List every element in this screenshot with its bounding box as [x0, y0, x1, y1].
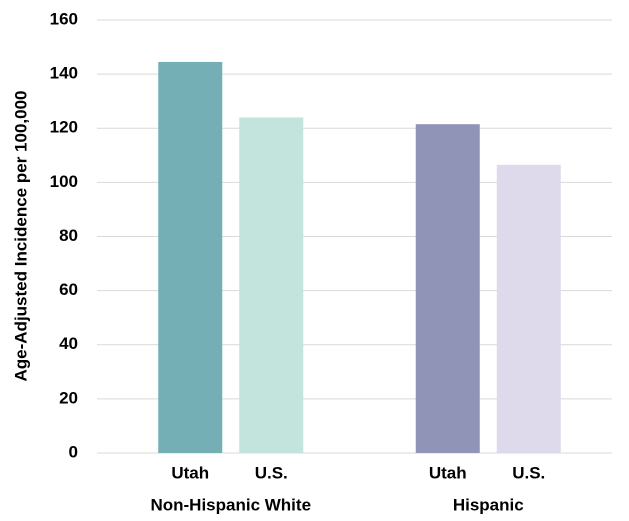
y-tick-label: 100: [50, 172, 78, 191]
group-label: Non-Hispanic White: [150, 495, 311, 514]
y-tick-label: 60: [59, 280, 78, 299]
y-tick-label: 20: [59, 388, 78, 407]
bar: [496, 164, 561, 454]
bar-label: Utah: [171, 463, 209, 482]
bar-label: U.S.: [255, 463, 288, 482]
y-tick-label: 140: [50, 64, 78, 83]
y-tick-label: 0: [69, 442, 78, 461]
bar-label: U.S.: [512, 463, 545, 482]
y-tick-label: 40: [59, 334, 78, 353]
y-tick-label: 160: [50, 9, 78, 28]
y-axis-title: Age-Adjusted Incidence per 100,000: [11, 91, 30, 382]
bar: [415, 124, 480, 454]
bar: [158, 61, 223, 454]
bar-label: Utah: [429, 463, 467, 482]
y-tick-label: 80: [59, 226, 78, 245]
bar: [239, 117, 304, 454]
y-tick-label: 120: [50, 118, 78, 137]
group-label: Hispanic: [453, 495, 524, 514]
